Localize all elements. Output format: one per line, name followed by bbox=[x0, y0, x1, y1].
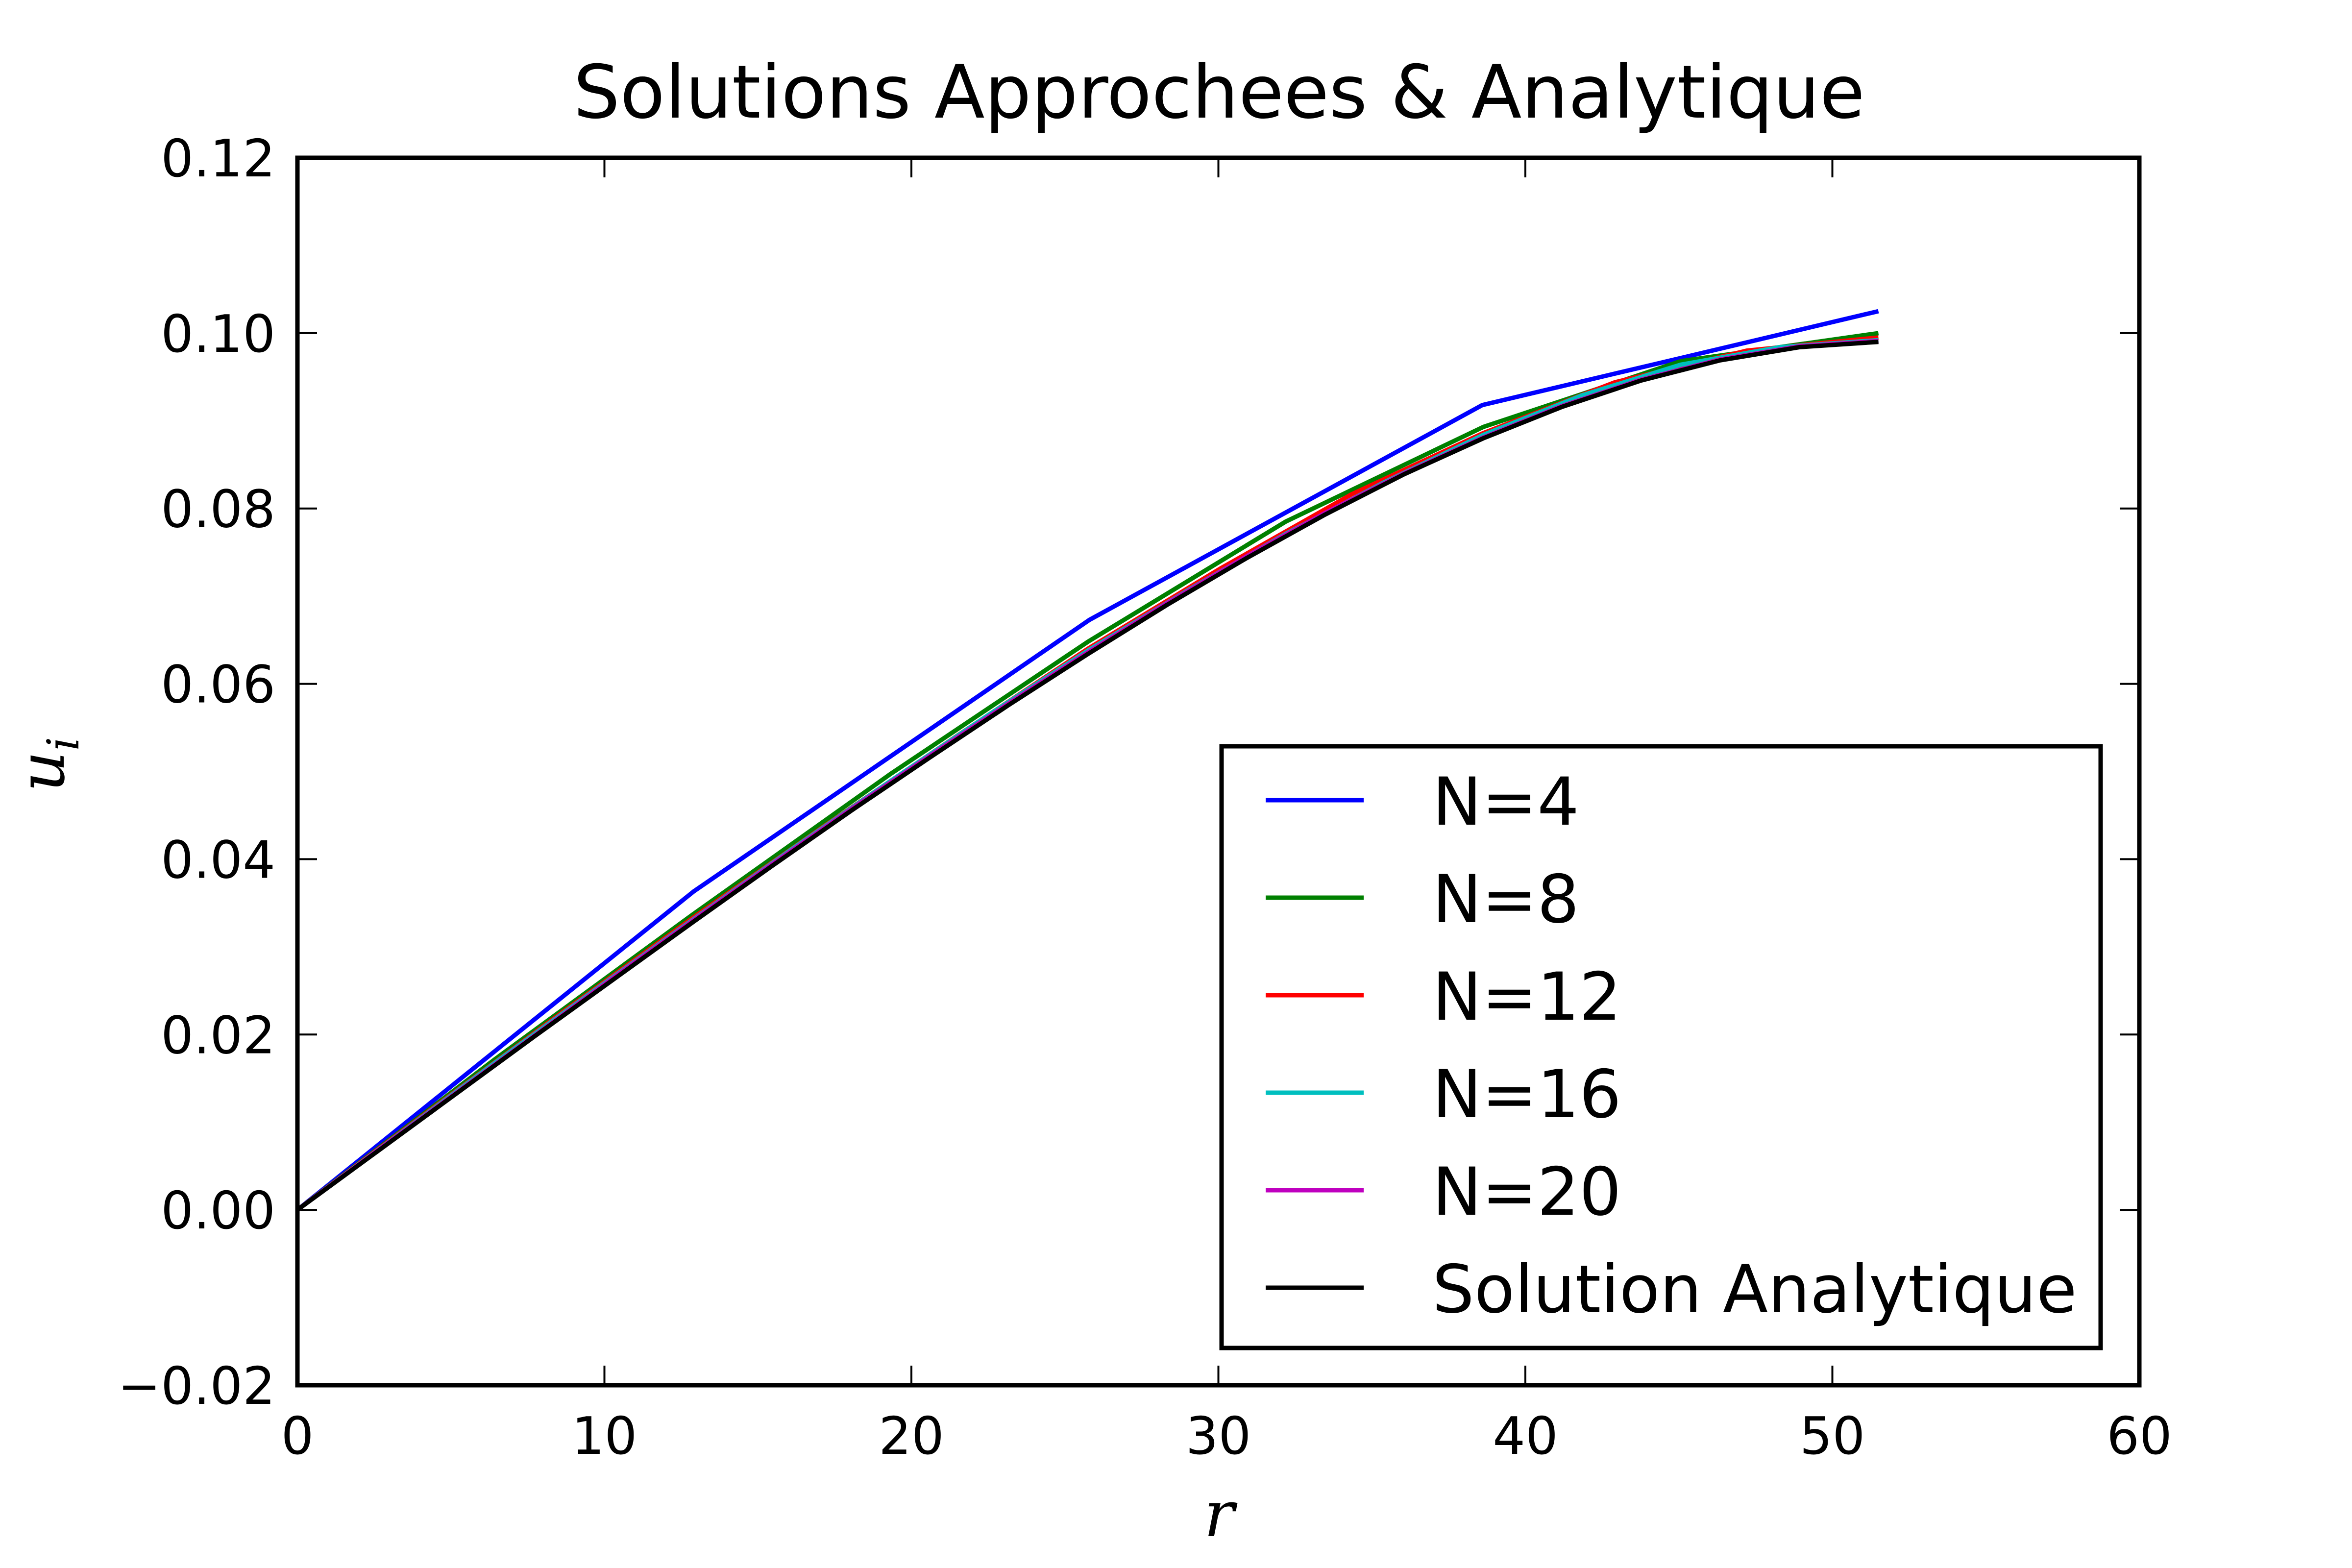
legend-label: N=8 bbox=[1432, 861, 1579, 938]
y-axis-label: ui bbox=[4, 737, 89, 792]
y-tick-label: 0.04 bbox=[161, 830, 275, 890]
legend-label: N=16 bbox=[1432, 1056, 1621, 1133]
series-line bbox=[296, 309, 1879, 1212]
x-tick-label: 30 bbox=[1186, 1406, 1251, 1466]
x-tick-label: 60 bbox=[2107, 1406, 2172, 1466]
y-tick-label: 0.00 bbox=[161, 1181, 275, 1241]
legend-label: Solution Analytique bbox=[1432, 1251, 2077, 1328]
x-axis-label: r bbox=[1204, 1477, 1238, 1551]
x-tick-label: 10 bbox=[572, 1406, 637, 1466]
plot-series bbox=[296, 309, 1879, 1212]
axis-ticks: 0 10 20 30 40 50 60 −0.02 0.00 0.02 0.04 0.06 0.08 0.… bbox=[118, 129, 2172, 1466]
chart-legend: N=4 N=8 N=12 N=16 N=20 Solution Analytique bbox=[1219, 744, 2103, 1350]
y-tick-label: 0.02 bbox=[161, 1005, 275, 1065]
legend-label: N=12 bbox=[1432, 958, 1621, 1035]
x-tick-label: 0 bbox=[281, 1406, 314, 1466]
legend-box bbox=[1219, 744, 2103, 1350]
y-tick-label: 0.06 bbox=[161, 655, 275, 715]
y-tick-label: 0.08 bbox=[161, 480, 275, 539]
x-tick-label: 40 bbox=[1493, 1406, 1558, 1466]
series-line bbox=[296, 340, 1879, 1212]
x-tick-label: 20 bbox=[879, 1406, 944, 1466]
legend-label: N=20 bbox=[1432, 1153, 1621, 1230]
y-tick-label: 0.10 bbox=[161, 304, 275, 364]
legend-label: N=4 bbox=[1432, 763, 1579, 840]
y-tick-label: −0.02 bbox=[118, 1356, 275, 1416]
y-tick-label: 0.12 bbox=[161, 129, 275, 189]
x-tick-label: 50 bbox=[1800, 1406, 1865, 1466]
plot-frame bbox=[295, 155, 2142, 1388]
chart-title: Solutions Approchees & Analytique bbox=[573, 50, 1865, 135]
